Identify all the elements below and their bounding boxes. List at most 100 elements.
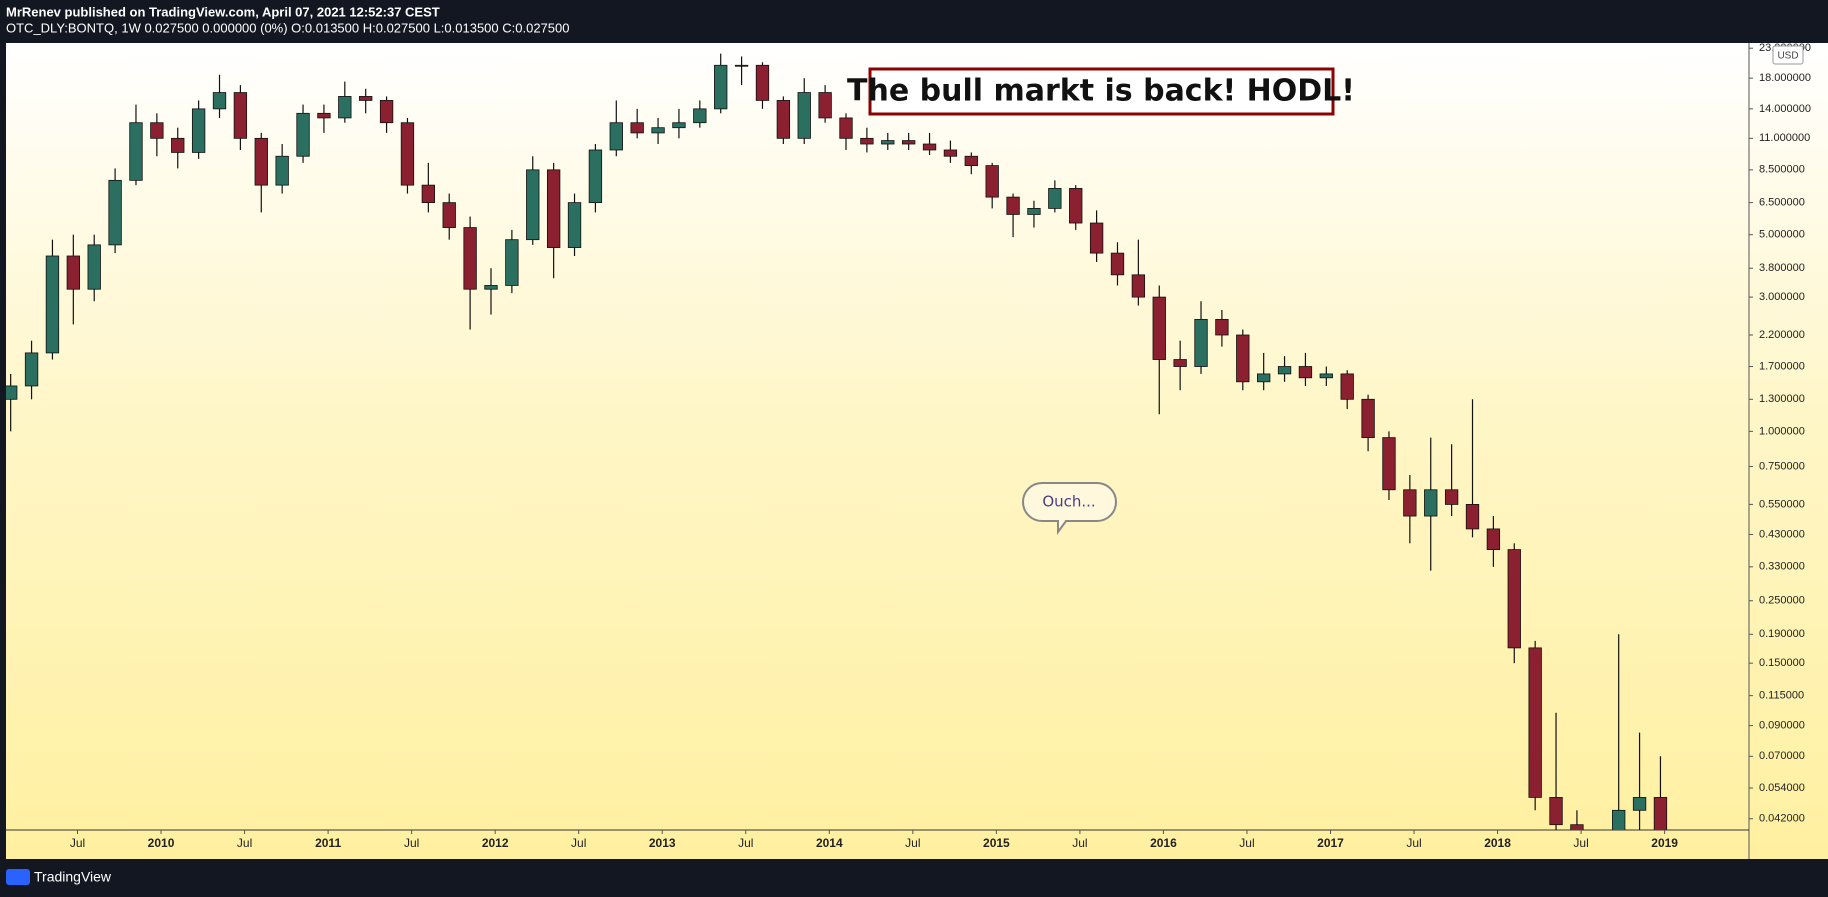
y-tick-label: 8.500000: [1759, 164, 1805, 176]
x-tick-label: 2012: [482, 836, 509, 850]
candle-body: [108, 179, 122, 246]
candle-body: [191, 108, 206, 153]
brand-name: TradingView: [34, 869, 112, 885]
candle-body: [296, 112, 310, 157]
y-tick-label: 0.330000: [1759, 561, 1805, 573]
candle-body: [526, 169, 540, 241]
candle-body: [87, 244, 101, 290]
y-tick-label: 0.042000: [1759, 813, 1805, 825]
x-tick-label: 2010: [148, 836, 175, 850]
x-tick-label: 2015: [983, 836, 1010, 850]
candle-body: [421, 184, 436, 204]
candle-body: [254, 137, 268, 186]
candle-body: [1194, 318, 1208, 367]
candle-body: [484, 285, 498, 290]
candle-body: [505, 239, 519, 286]
x-tick-label: 2018: [1484, 836, 1511, 850]
candle-body: [797, 92, 811, 139]
y-tick-label: 0.115000: [1759, 690, 1804, 702]
candle-body: [275, 155, 289, 186]
candle-body: [651, 127, 665, 134]
candle-body: [1424, 489, 1438, 517]
y-tick-label: 0.750000: [1759, 460, 1805, 472]
y-tick-label: 18.000000: [1759, 72, 1811, 84]
candle-body: [171, 137, 185, 153]
candle-body: [1298, 366, 1313, 379]
candle-body: [755, 64, 770, 101]
x-tick-label: Jul: [1573, 836, 1588, 850]
candle-body: [901, 140, 916, 145]
candle-body: [24, 352, 39, 387]
chart-background: [6, 43, 1828, 859]
candle-body: [1528, 647, 1542, 798]
candle-body: [1236, 334, 1250, 383]
candle-body: [714, 64, 728, 110]
candle-body: [943, 149, 958, 157]
candle-body: [1382, 437, 1396, 491]
candle-body: [233, 92, 248, 139]
candle-body: [1403, 489, 1417, 517]
symbol-line: OTC_DLY:BONTQ, 1W 0.027500 0.000000 (0%)…: [6, 20, 569, 35]
brand-logo: [6, 869, 30, 885]
y-tick-label: 1.300000: [1759, 393, 1805, 405]
candle-body: [317, 112, 331, 119]
y-tick-label: 0.054000: [1759, 782, 1805, 794]
x-tick-label: 2011: [315, 836, 341, 850]
y-tick-label: 14.000000: [1759, 103, 1811, 115]
candle-body: [1319, 373, 1333, 379]
candle-body: [1361, 398, 1375, 439]
y-tick-label: 0.550000: [1759, 498, 1805, 510]
candle-body: [818, 92, 832, 119]
candle-body: [776, 100, 791, 139]
x-tick-label: Jul: [1406, 836, 1421, 850]
y-tick-label: 1.000000: [1759, 425, 1805, 437]
candle-body: [922, 143, 937, 151]
x-tick-label: Jul: [1239, 836, 1254, 850]
candle-body: [1089, 222, 1104, 254]
candle-body: [672, 122, 686, 129]
candle-body: [1507, 549, 1521, 649]
y-tick-label: 0.190000: [1759, 628, 1805, 640]
candle-body: [1215, 318, 1229, 336]
candle-body: [45, 255, 60, 354]
annotation-text: The bull markt is back! HODL!: [847, 74, 1355, 109]
candle-body: [881, 140, 895, 145]
candle-body: [1465, 504, 1480, 530]
candle-body: [1277, 366, 1292, 375]
candle-body: [338, 96, 352, 119]
annotation-box: [868, 67, 1335, 116]
candle-body: [985, 165, 999, 198]
x-tick-label: 2019: [1651, 836, 1678, 850]
axes: 23.00000018.00000014.00000011.0000008.50…: [70, 42, 1811, 850]
y-tick-label: 0.070000: [1759, 750, 1805, 762]
candle-body: [588, 149, 603, 204]
candle-body: [1131, 274, 1146, 298]
x-tick-label: 2014: [816, 836, 843, 850]
candle-body: [734, 64, 749, 67]
y-tick-label: 0.150000: [1759, 657, 1805, 669]
candle-body: [964, 155, 978, 167]
candle-body: [66, 255, 80, 290]
candle-body: [693, 108, 707, 124]
y-tick-label: 6.500000: [1759, 197, 1805, 209]
candle-body: [860, 137, 874, 145]
y-tick-label: 11.000000: [1759, 132, 1810, 144]
candle-body: [359, 96, 373, 101]
x-tick-label: Jul: [1072, 836, 1087, 850]
candle-body: [400, 122, 415, 186]
candle-body: [1632, 797, 1647, 811]
candles: [6, 53, 1668, 830]
x-tick-label: 2016: [1150, 836, 1177, 850]
candle-body: [442, 202, 456, 228]
publisher-line: MrRenev published on TradingView.com, Ap…: [6, 4, 440, 19]
candle-body: [1486, 528, 1501, 550]
y-tick-label: 2.200000: [1759, 329, 1805, 341]
candle-body: [1006, 196, 1020, 215]
candle-body: [1048, 188, 1062, 209]
candle-body: [1027, 207, 1041, 215]
currency: USD: [1777, 51, 1798, 62]
x-tick-label: Jul: [571, 836, 586, 850]
x-tick-label: Jul: [70, 836, 85, 850]
candle-body: [212, 92, 227, 110]
candle-body: [1653, 797, 1668, 830]
